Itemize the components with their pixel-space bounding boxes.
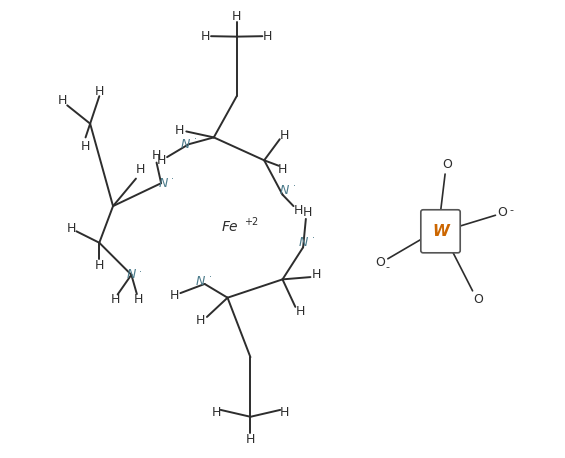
Text: N: N — [280, 185, 289, 197]
Text: N: N — [159, 177, 168, 190]
Text: H: H — [201, 30, 210, 43]
Text: N: N — [298, 236, 308, 249]
Text: H: H — [303, 207, 312, 219]
Text: ·: · — [312, 233, 315, 243]
Text: O: O — [375, 256, 385, 269]
Text: H: H — [58, 94, 67, 107]
Text: H: H — [278, 163, 287, 176]
Text: -: - — [386, 262, 390, 272]
Text: H: H — [94, 259, 104, 272]
Text: H: H — [232, 10, 241, 22]
Text: H: H — [211, 406, 221, 419]
Text: O: O — [442, 158, 452, 171]
Text: ·: · — [171, 174, 174, 184]
Text: H: H — [133, 294, 143, 306]
Text: W: W — [432, 224, 449, 239]
Text: H: H — [263, 30, 272, 43]
Text: H: H — [94, 85, 104, 98]
Text: H: H — [312, 268, 321, 281]
Text: H: H — [175, 124, 184, 137]
FancyBboxPatch shape — [421, 210, 460, 253]
Text: H: H — [81, 140, 90, 153]
Text: ·: · — [293, 181, 297, 191]
Text: H: H — [152, 149, 161, 162]
Text: H: H — [280, 129, 289, 142]
Text: H: H — [246, 433, 255, 446]
Text: +2: +2 — [244, 217, 258, 227]
Text: N: N — [180, 138, 190, 151]
Text: Fe: Fe — [221, 220, 238, 234]
Text: N: N — [127, 268, 136, 281]
Text: H: H — [111, 294, 120, 306]
Text: H: H — [157, 154, 166, 167]
Text: H: H — [195, 314, 205, 327]
Text: O: O — [473, 293, 483, 305]
Text: N: N — [195, 275, 205, 288]
Text: H: H — [294, 204, 303, 217]
Text: ·: · — [208, 272, 212, 282]
Text: H: H — [170, 289, 180, 302]
Text: ·: · — [139, 267, 142, 278]
Text: H: H — [296, 305, 306, 318]
Text: O: O — [497, 207, 507, 219]
Text: H: H — [67, 223, 76, 235]
Text: H: H — [280, 406, 289, 419]
Text: ·: · — [194, 134, 197, 144]
Text: -: - — [510, 205, 514, 215]
Text: H: H — [136, 163, 145, 176]
